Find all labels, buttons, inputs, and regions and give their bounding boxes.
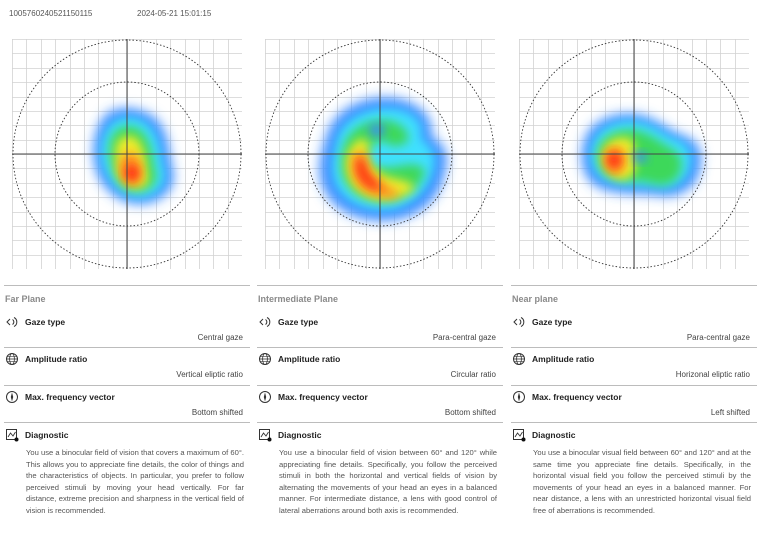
heat-blob bbox=[581, 113, 701, 197]
gaze-type-row: Gaze type bbox=[5, 315, 65, 329]
heatmap-plot-near bbox=[519, 39, 749, 269]
gaze-sound-icon bbox=[5, 315, 19, 329]
frequency-row: Max. frequency vector bbox=[258, 390, 368, 404]
heat-blob bbox=[93, 108, 174, 204]
amplitude-label: Amplitude ratio bbox=[25, 354, 88, 364]
range-circles bbox=[12, 39, 242, 269]
amplitude-row: Amplitude ratio bbox=[512, 352, 594, 366]
frequency-row: Max. frequency vector bbox=[5, 390, 115, 404]
gaze-type-label: Gaze type bbox=[532, 317, 573, 327]
heatmap-plot-intermediate bbox=[265, 39, 495, 269]
gaze-type-label: Gaze type bbox=[25, 317, 66, 327]
diagnostic-text: You use a binocular field of vision betw… bbox=[279, 448, 497, 515]
diagnostic-text: You use a binocular visual field between… bbox=[533, 448, 751, 515]
globe-icon bbox=[512, 352, 526, 366]
crosshair bbox=[265, 39, 495, 269]
range-circle bbox=[265, 39, 495, 269]
range-circle bbox=[12, 39, 242, 269]
gaze-type-row: Gaze type bbox=[258, 315, 318, 329]
divider bbox=[257, 385, 503, 386]
divider bbox=[257, 422, 503, 423]
globe-icon bbox=[5, 352, 19, 366]
amplitude-value: Circular ratio bbox=[450, 370, 496, 379]
plane-column-far: Far Plane Gaze type Central gaze Amplitu… bbox=[4, 0, 250, 545]
heat-blob bbox=[319, 97, 447, 221]
heatmap-plot-far bbox=[12, 39, 242, 269]
amplitude-row: Amplitude ratio bbox=[5, 352, 87, 366]
chart-icon bbox=[5, 428, 19, 442]
compass-icon bbox=[5, 390, 19, 404]
plane-column-near: Near plane Gaze type Para-central gaze A… bbox=[511, 0, 757, 545]
crosshair bbox=[12, 39, 242, 269]
gaze-sound-icon bbox=[512, 315, 526, 329]
compass-icon bbox=[512, 390, 526, 404]
divider bbox=[511, 285, 757, 286]
plane-title: Intermediate Plane bbox=[258, 294, 339, 304]
gaze-sound-icon bbox=[258, 315, 272, 329]
report-header: 1005760240521150115 2024-05-21 15:01:15 bbox=[9, 9, 211, 18]
diagnostic-label: Diagnostic bbox=[278, 430, 322, 440]
diagnostic-row: Diagnostic bbox=[5, 428, 68, 442]
frequency-label: Max. frequency vector bbox=[532, 392, 622, 402]
divider bbox=[4, 347, 250, 348]
plane-title: Far Plane bbox=[5, 294, 46, 304]
range-circles bbox=[519, 39, 749, 269]
diagnostic-text: You use a binocular field of vision that… bbox=[26, 448, 244, 515]
gaze-type-label: Gaze type bbox=[278, 317, 319, 327]
frequency-label: Max. frequency vector bbox=[278, 392, 368, 402]
crosshair bbox=[519, 39, 749, 269]
divider bbox=[257, 347, 503, 348]
gaze-type-value: Para-central gaze bbox=[686, 333, 750, 342]
divider bbox=[257, 285, 503, 286]
report-timestamp: 2024-05-21 15:01:15 bbox=[137, 9, 212, 18]
compass-icon bbox=[258, 390, 272, 404]
report-id: 1005760240521150115 bbox=[9, 9, 93, 18]
frequency-value: Bottom shifted bbox=[444, 408, 496, 417]
range-circle bbox=[519, 39, 749, 269]
gaze-type-row: Gaze type bbox=[512, 315, 572, 329]
divider bbox=[4, 285, 250, 286]
divider bbox=[4, 385, 250, 386]
amplitude-row: Amplitude ratio bbox=[258, 352, 340, 366]
diagnostic-label: Diagnostic bbox=[25, 430, 69, 440]
chart-icon bbox=[258, 428, 272, 442]
diagnostic-row: Diagnostic bbox=[258, 428, 321, 442]
gaze-heatmap-far bbox=[12, 39, 242, 269]
amplitude-value: Vertical eliptic ratio bbox=[176, 370, 243, 379]
range-circle bbox=[307, 81, 453, 227]
amplitude-value: Horizonal eliptic ratio bbox=[675, 370, 750, 379]
gaze-heatmap-near bbox=[519, 39, 749, 269]
range-circles bbox=[265, 39, 495, 269]
range-circle bbox=[54, 81, 200, 227]
gaze-heatmap-intermediate bbox=[265, 39, 495, 269]
globe-icon bbox=[258, 352, 272, 366]
frequency-row: Max. frequency vector bbox=[512, 390, 622, 404]
divider bbox=[511, 422, 757, 423]
range-circle bbox=[561, 81, 707, 227]
amplitude-label: Amplitude ratio bbox=[532, 354, 595, 364]
amplitude-label: Amplitude ratio bbox=[278, 354, 341, 364]
frequency-label: Max. frequency vector bbox=[25, 392, 115, 402]
plane-title: Near plane bbox=[512, 294, 559, 304]
diagnostic-row: Diagnostic bbox=[512, 428, 575, 442]
frequency-value: Bottom shifted bbox=[191, 408, 243, 417]
gaze-type-value: Para-central gaze bbox=[432, 333, 496, 342]
divider bbox=[511, 385, 757, 386]
gaze-type-value: Central gaze bbox=[197, 333, 243, 342]
plane-column-intermediate: Intermediate Plane Gaze type Para-centra… bbox=[257, 0, 503, 545]
divider bbox=[511, 347, 757, 348]
diagnostic-label: Diagnostic bbox=[532, 430, 576, 440]
frequency-value: Left shifted bbox=[710, 408, 750, 417]
chart-icon bbox=[512, 428, 526, 442]
divider bbox=[4, 422, 250, 423]
